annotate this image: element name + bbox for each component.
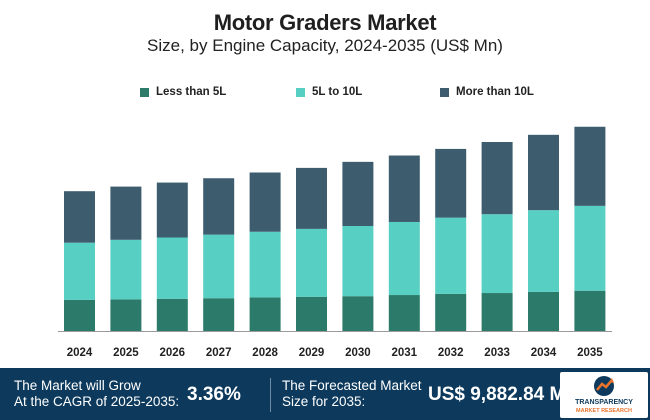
legend-swatch	[140, 87, 149, 97]
bar-2025-5l-to-10l	[110, 239, 142, 300]
bar-2034-more-than-10l	[528, 134, 559, 211]
bar-2030-more-than-10l	[342, 161, 374, 226]
bar-2035-5l-to-10l	[574, 205, 606, 291]
bar-2035-less-than-5l	[574, 290, 606, 331]
chart-title: Motor Graders Market	[213, 10, 437, 35]
bar-2029-5l-to-10l	[296, 228, 327, 297]
forecast-label-line1: The Forecasted Market	[282, 378, 422, 393]
legend-label: Less than 5L	[156, 86, 227, 98]
x-tick-label: 2031	[392, 347, 418, 359]
legend-item-5l-to-10l: 5L to 10L	[296, 86, 362, 98]
bar-2032-less-than-5l	[435, 293, 467, 331]
bar-2029-less-than-5l	[296, 296, 327, 331]
company-logo: TRANSPARENCY MARKET RESEARCH	[560, 372, 648, 418]
logo-text-line2: MARKET RESEARCH	[576, 408, 632, 414]
x-tick-label: 2032	[438, 347, 464, 359]
legend-swatch	[296, 87, 305, 97]
logo-icon	[594, 376, 614, 396]
bar-2030-5l-to-10l	[342, 226, 374, 297]
legend: Less than 5L 5L to 10L More than 10L	[0, 86, 650, 100]
bar-2025-more-than-10l	[110, 186, 142, 240]
cagr-value: 3.36%	[187, 384, 241, 405]
bar-2027-more-than-10l	[203, 178, 235, 235]
bar-2028-less-than-5l	[249, 297, 281, 331]
stacked-bar-chart: 2024 2025 2026 2027 2028 2029 2030 2031 2032 2033…	[58, 126, 612, 359]
bar-2033-less-than-5l	[481, 293, 513, 331]
legend-item-more-than-10l: More than 10L	[440, 86, 534, 98]
bar-2026-5l-to-10l	[156, 237, 188, 299]
footer-divider	[270, 378, 271, 412]
bar-2034-less-than-5l	[528, 291, 559, 331]
bar-2027-5l-to-10l	[203, 234, 235, 299]
x-tick-label: 2033	[484, 347, 510, 359]
bar-2035-more-than-10l	[574, 126, 606, 206]
footer-banner: The Market will Grow At the CAGR of 2025…	[0, 368, 650, 420]
bar-2033-more-than-10l	[481, 142, 513, 215]
bar-2031-more-than-10l	[388, 155, 420, 222]
bar-2033-5l-to-10l	[481, 214, 513, 294]
bar-2028-5l-to-10l	[249, 231, 281, 298]
bar-2031-5l-to-10l	[388, 221, 420, 296]
legend-swatch	[440, 87, 449, 97]
x-tick-label: 2034	[531, 347, 557, 359]
bar-2024-5l-to-10l	[64, 242, 95, 300]
bar-2030-less-than-5l	[342, 296, 374, 331]
bar-2024-more-than-10l	[64, 191, 95, 243]
x-tick-label: 2030	[345, 347, 371, 359]
bar-2031-less-than-5l	[388, 295, 420, 331]
bar-2024-less-than-5l	[64, 299, 95, 331]
cagr-label-line1: The Market will Grow	[14, 378, 141, 393]
bar-2032-more-than-10l	[435, 148, 467, 218]
legend-item-less-than-5l: Less than 5L	[140, 86, 226, 98]
x-tick-label: 2035	[577, 347, 603, 359]
x-tick-label: 2028	[252, 347, 278, 359]
x-tick-label: 2026	[160, 347, 186, 359]
cagr-label-line2: At the CAGR of 2025-2035:	[14, 394, 180, 409]
bar-2034-5l-to-10l	[528, 210, 559, 292]
x-tick-label: 2027	[206, 347, 232, 359]
bar-2026-more-than-10l	[156, 182, 188, 238]
x-tick-label: 2024	[67, 347, 93, 359]
legend-label: More than 10L	[456, 86, 534, 98]
logo-text-line1: TRANSPARENCY	[575, 399, 633, 406]
bar-2026-less-than-5l	[156, 298, 188, 331]
legend-label: 5L to 10L	[312, 86, 363, 98]
forecast-value: US$ 9,882.84 Mn	[428, 384, 577, 405]
forecast-label-line2: Size for 2035:	[282, 394, 366, 409]
cagr-label: The Market will Grow At the CAGR of 2025…	[14, 378, 179, 410]
chart-subtitle: Size, by Engine Capacity, 2024-2035 (US$…	[147, 36, 503, 55]
bar-2029-more-than-10l	[296, 167, 327, 229]
bar-2028-more-than-10l	[249, 172, 281, 232]
bar-2027-less-than-5l	[203, 298, 235, 331]
x-tick-label: 2025	[113, 347, 139, 359]
x-tick-label: 2029	[299, 347, 325, 359]
bar-2032-5l-to-10l	[435, 217, 467, 294]
forecast-label: The Forecasted Market Size for 2035:	[282, 378, 422, 410]
bar-2025-less-than-5l	[110, 299, 142, 331]
